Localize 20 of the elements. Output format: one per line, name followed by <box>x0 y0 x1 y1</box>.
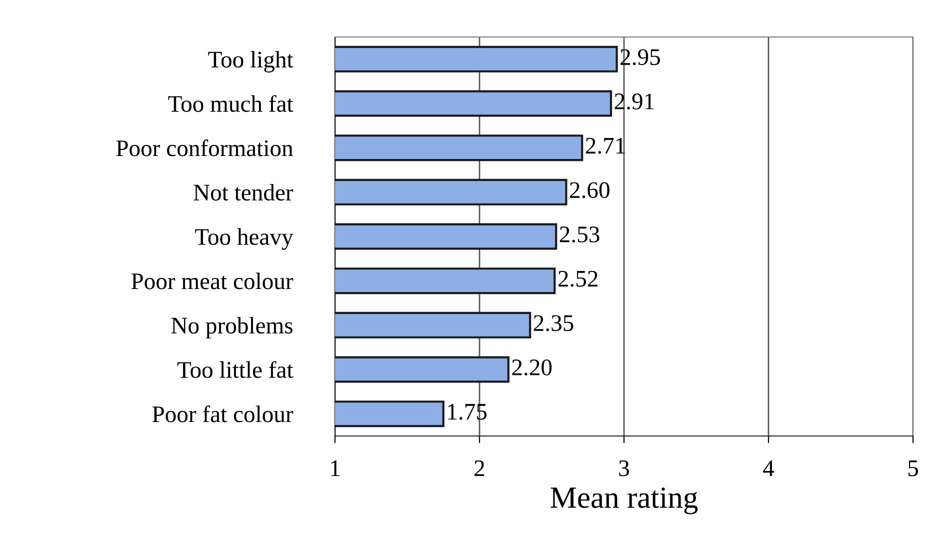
data-label: 2.20 <box>512 359 552 376</box>
y-tick-label: Too little fat <box>177 361 294 378</box>
data-label: 2.35 <box>534 315 574 332</box>
data-label: 2.52 <box>558 270 598 287</box>
y-tick-label: Poor meat colour <box>131 272 294 290</box>
y-tick-label: Too much fat <box>168 95 294 112</box>
x-tick-label: 2 <box>474 460 484 476</box>
y-tick-label: Poor conformation <box>116 139 293 156</box>
y-tick-label: Too light <box>208 50 294 72</box>
x-tick-label: 4 <box>763 460 774 476</box>
y-tick-label: Too heavy <box>195 228 294 250</box>
x-tick-label: 3 <box>619 460 629 476</box>
y-tick-label: No problems <box>171 316 292 338</box>
x-tick-label: 1 <box>331 460 340 476</box>
x-axis-title: Mean rating <box>550 487 698 514</box>
y-tick-label: Poor fat colour <box>152 405 294 422</box>
data-label: 2.60 <box>570 182 610 198</box>
y-tick-label: Not tender <box>194 184 294 201</box>
x-tick-label: 5 <box>908 460 918 476</box>
data-label: 2.53 <box>560 226 600 243</box>
